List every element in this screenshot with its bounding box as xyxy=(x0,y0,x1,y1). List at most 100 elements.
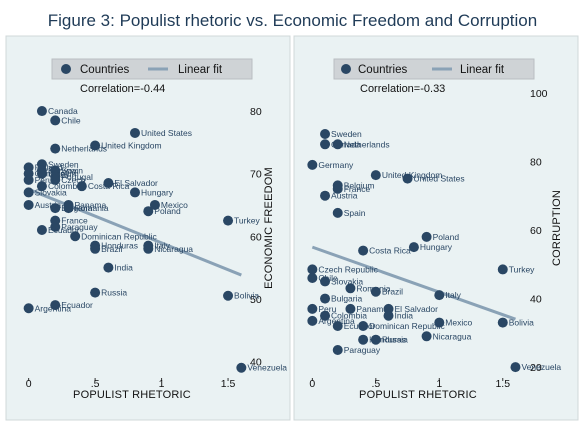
plot-area xyxy=(300,82,528,382)
data-point-label: Mexico xyxy=(161,200,188,210)
data-point-label: Slovakia xyxy=(331,276,363,286)
x-tick-label: 0 xyxy=(26,378,32,390)
data-point xyxy=(358,321,369,331)
data-point xyxy=(23,174,34,185)
data-point-label: Colombia xyxy=(331,311,367,321)
data-point-label: Spain xyxy=(61,166,83,176)
data-point xyxy=(320,190,331,201)
data-point-label: United Kingdom xyxy=(101,140,161,150)
data-point-label: Bulgaria xyxy=(61,203,92,213)
data-point xyxy=(307,273,318,283)
data-point xyxy=(307,159,318,170)
data-point xyxy=(23,199,34,210)
data-point xyxy=(23,187,34,198)
data-point xyxy=(402,173,413,184)
fit-line xyxy=(311,245,516,321)
x-tick-label: 0 xyxy=(309,378,315,390)
data-point-label: Portugal xyxy=(61,172,93,182)
data-point xyxy=(143,243,154,254)
data-point-label: Russia xyxy=(382,335,408,345)
y-tick-label: 40 xyxy=(250,356,262,368)
data-point xyxy=(332,345,343,355)
data-point-label: Hungary xyxy=(420,242,453,252)
data-point xyxy=(63,203,74,214)
x-tick-labels: 0 .5 1 1.5 xyxy=(309,378,510,390)
plot-area xyxy=(14,82,246,382)
data-point xyxy=(23,303,34,314)
data-point-label: Dominican Republic xyxy=(81,231,157,241)
x-tick-label: 1 xyxy=(436,378,442,390)
data-point-label: Canada xyxy=(331,139,361,149)
data-point-label: United States xyxy=(141,128,192,138)
data-point xyxy=(320,129,331,139)
data-point-label: Finland xyxy=(35,162,63,172)
data-point xyxy=(434,317,445,328)
y-tick-label: 60 xyxy=(530,225,542,237)
data-point xyxy=(320,139,331,150)
data-point xyxy=(320,293,331,304)
data-point-label: Venezuela xyxy=(521,362,561,372)
data-point xyxy=(90,287,101,298)
data-point xyxy=(307,303,318,314)
data-point-label: Brazil xyxy=(101,244,122,254)
legend-marker-icon xyxy=(61,64,71,74)
data-point xyxy=(36,181,47,192)
data-point-label: Argentina xyxy=(318,316,355,326)
data-point xyxy=(332,139,343,150)
data-point-label: India xyxy=(395,311,414,321)
data-point-label: Poland xyxy=(154,206,181,216)
data-point xyxy=(70,231,81,242)
data-point xyxy=(497,264,508,275)
data-point-label: Slovakia xyxy=(35,187,67,197)
data-point xyxy=(50,143,61,154)
x-axis-title: POPULIST RHETORIC xyxy=(73,389,191,401)
data-point-label: Nicaragua xyxy=(154,244,193,254)
x-axis-title: POPULIST RHETORIC xyxy=(359,389,477,401)
data-point-label: France xyxy=(61,216,88,226)
data-point-label: Austria xyxy=(331,191,358,201)
data-point-label: Sweden xyxy=(48,159,79,169)
x-tick-label: .5 xyxy=(91,378,100,390)
y-tick-labels: 40 50 60 70 80 xyxy=(250,106,262,368)
data-point xyxy=(358,334,369,345)
data-point xyxy=(383,310,394,321)
data-point-label: Panama xyxy=(75,200,107,210)
data-point-label: India xyxy=(114,263,133,273)
data-point xyxy=(50,174,61,185)
data-point xyxy=(76,181,87,192)
fit-line-group xyxy=(311,245,516,321)
data-point-label: Germany xyxy=(318,160,354,170)
legend-entry-countries: Countries xyxy=(358,64,407,76)
x-tick-labels: 0 .5 1 1.5 xyxy=(26,378,236,390)
data-point xyxy=(370,286,381,297)
data-point-label: Turkey xyxy=(234,216,260,226)
data-point xyxy=(421,231,432,242)
data-point xyxy=(370,170,381,181)
data-point-label: Honduras xyxy=(101,241,138,251)
data-point xyxy=(332,207,343,218)
correlation-annotation: Correlation=-0.33 xyxy=(360,83,445,95)
data-point-label: Romania xyxy=(75,203,109,213)
data-point-label: Ecuador xyxy=(48,225,80,235)
data-point-label: Turkey xyxy=(509,264,535,274)
data-point xyxy=(236,362,247,373)
data-point-label: Paraguay xyxy=(61,222,98,232)
data-point xyxy=(90,243,101,254)
data-point xyxy=(50,221,61,232)
data-point xyxy=(36,106,47,117)
data-point xyxy=(434,290,445,301)
data-point-label: Ecuador xyxy=(344,321,376,331)
y-tick-label: 40 xyxy=(530,294,542,306)
data-point-label: Peru xyxy=(35,175,53,185)
data-point-label: United Kingdom xyxy=(382,170,442,180)
data-point xyxy=(497,317,508,328)
data-point-label: Italy xyxy=(154,241,170,251)
data-point-label: Venezuela xyxy=(247,363,287,373)
legend-marker-icon xyxy=(341,64,351,74)
data-point-label: France xyxy=(344,184,371,194)
data-point xyxy=(90,140,101,151)
data-point-label: Colombia xyxy=(48,181,84,191)
data-point xyxy=(370,334,381,345)
y-tick-label: 20 xyxy=(530,362,542,374)
data-point-label: Belgium xyxy=(48,169,79,179)
